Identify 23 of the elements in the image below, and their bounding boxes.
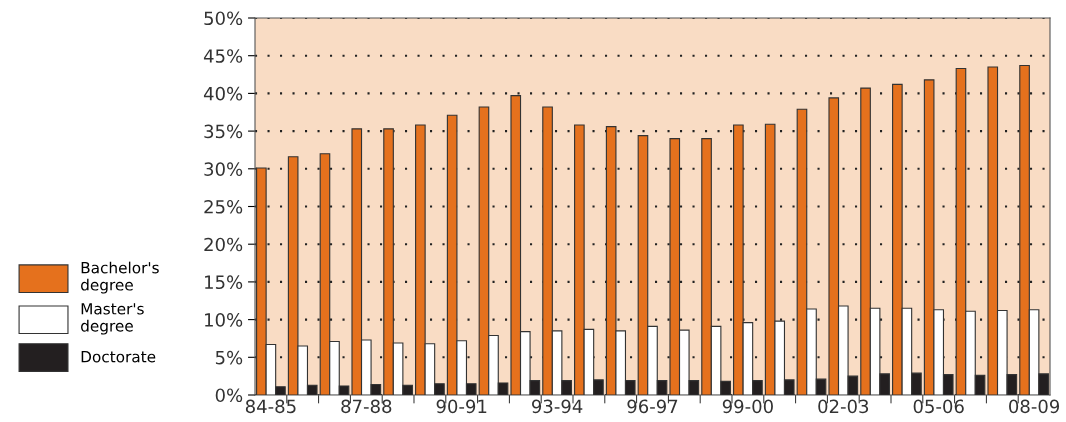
y-tick-label: 35% — [204, 124, 243, 139]
x-tick-label: 90-91 — [436, 399, 487, 414]
y-tick-label: 0% — [215, 388, 243, 403]
y-tick-label: 10% — [205, 313, 243, 327]
y-tick-label: 50% — [204, 11, 243, 26]
y-tick-label: 5% — [215, 350, 243, 365]
x-tick-label: 87-88 — [341, 399, 392, 414]
legend-label: Doctorate — [81, 351, 156, 363]
x-tick-label: 96-97 — [627, 399, 678, 414]
x-tick-label: 84-85 — [245, 399, 296, 414]
y-tick-label: 25% — [204, 199, 243, 214]
x-tick-label: 02-03 — [818, 399, 869, 414]
y-tick-label: 20% — [204, 237, 243, 252]
x-tick-label: 05-06 — [913, 399, 964, 414]
x-tick-label: 08-09 — [1009, 399, 1060, 414]
x-tick-label: 99-00 — [722, 399, 773, 414]
x-tick-label: 93-94 — [532, 399, 583, 414]
y-tick-label: 45% — [203, 49, 243, 63]
y-tick-label: 30% — [204, 162, 243, 176]
y-tick-label: 15% — [205, 275, 243, 290]
legend-label: Bachelor's degree — [81, 261, 159, 294]
legend-label: Master's degree — [81, 303, 144, 335]
y-tick-label: 40% — [203, 86, 243, 101]
